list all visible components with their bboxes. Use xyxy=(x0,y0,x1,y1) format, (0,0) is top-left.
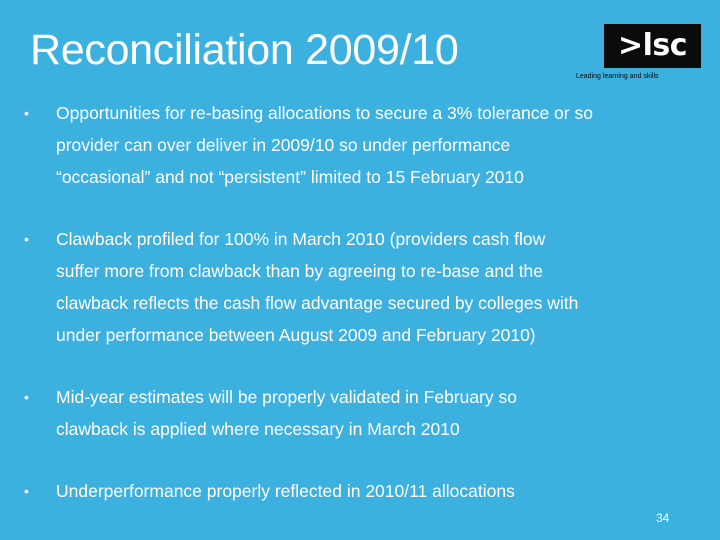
bullet-line: provider can over deliver in 2009/10 so … xyxy=(56,135,511,155)
bullet-point: • xyxy=(24,483,29,499)
bullet-line: under performance between August 2009 an… xyxy=(56,325,536,345)
bullet-line: suffer more from clawback than by agreei… xyxy=(56,261,544,281)
bullet-point: • xyxy=(24,231,29,247)
bullet-line: Clawback profiled for 100% in March 2010… xyxy=(56,229,546,249)
bullet-line: clawback reflects the cash flow advantag… xyxy=(56,293,579,313)
bullet-point: • xyxy=(24,389,29,405)
bullet-line: clawback is applied where necessary in M… xyxy=(56,419,460,439)
bullet-line: Underperformance properly reflected in 2… xyxy=(56,481,515,501)
bullet-item-1: • Opportunities for re-basing allocation… xyxy=(0,97,720,193)
bullet-item-4: • Underperformance properly reflected in… xyxy=(0,475,720,507)
lsc-logo: >lsc Leading learning and skills xyxy=(576,24,702,82)
bullet-line: Mid-year estimates will be properly vali… xyxy=(56,387,518,407)
bullet-list: • Opportunities for re-basing allocation… xyxy=(0,97,720,537)
bullet-line: “occasional” and not “persistent” limite… xyxy=(56,167,524,187)
bullet-item-2: • Clawback profiled for 100% in March 20… xyxy=(0,223,720,351)
bullet-line: Opportunities for re-basing allocations … xyxy=(56,103,593,123)
page-number: 34 xyxy=(656,511,670,525)
lsc-logo-mark: >lsc xyxy=(604,24,701,68)
bullet-item-3: • Mid-year estimates will be properly va… xyxy=(0,381,720,445)
bullet-point: • xyxy=(24,105,29,121)
slide-title: Reconciliation 2009/10 xyxy=(30,26,459,74)
lsc-logo-tagline: Leading learning and skills xyxy=(576,73,659,80)
